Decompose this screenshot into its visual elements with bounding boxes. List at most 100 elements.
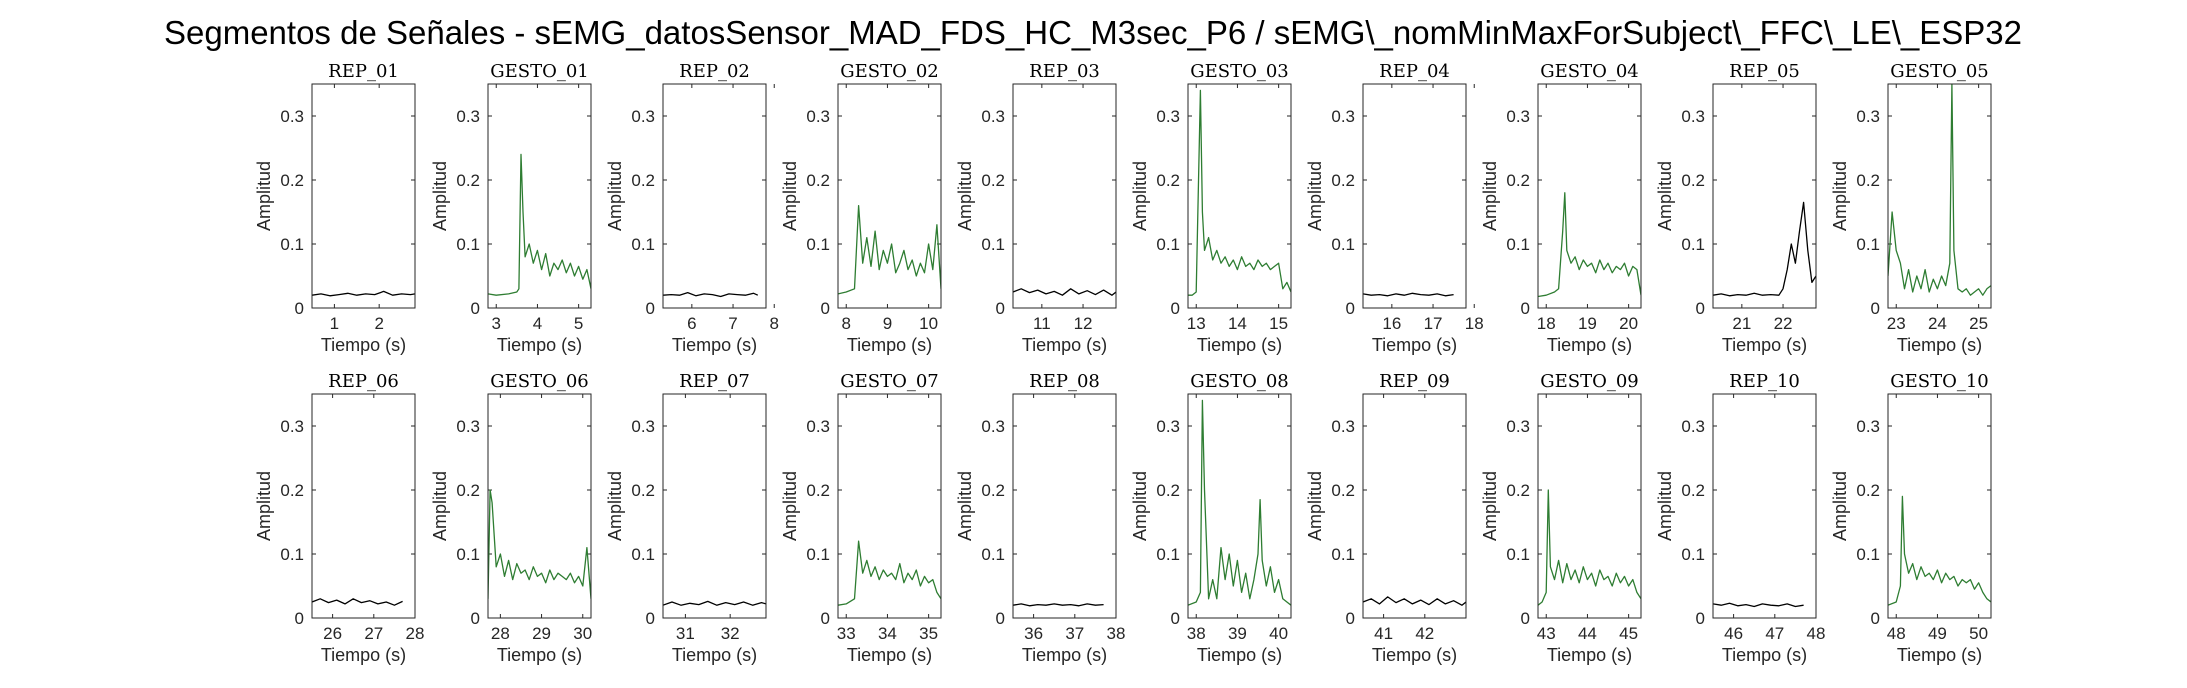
x-tick-label: 5 [574, 314, 583, 333]
y-tick-label: 0.3 [1156, 107, 1180, 126]
axes-box [837, 83, 942, 309]
plot-area [1363, 394, 1466, 618]
y-axis-label: Amplitud [1130, 471, 1150, 541]
x-tick-label: 42 [1415, 624, 1434, 643]
plot-area [1363, 84, 1466, 308]
signal-line [663, 600, 766, 606]
axes-box [1362, 83, 1467, 309]
subplot-gesto-06: 0 0.1 0.2 0.3 28 29 30 GESTO_06 Tiempo (s) Amplit… [430, 371, 592, 665]
subplot-title: GESTO_08 [1190, 371, 1289, 392]
y-tick-label: 0.1 [1506, 235, 1530, 254]
x-tick-label: 17 [1424, 314, 1443, 333]
subplot-rep-02: 0 0.1 0.2 0.3 6 7 8 REP_02 Tiempo (s) Amplitud [605, 61, 779, 355]
y-tick-label: 0.1 [981, 545, 1005, 564]
plot-area [1188, 84, 1291, 308]
y-tick-label: 0.2 [1856, 481, 1880, 500]
axes-box [1012, 393, 1117, 619]
y-tick-label: 0.1 [631, 545, 655, 564]
subplot-gesto-05: 0 0.1 0.2 0.3 23 24 25 GESTO_05 Tiempo (s) Amplit… [1830, 61, 1992, 355]
x-tick-label: 4 [533, 314, 542, 333]
subplot-title: GESTO_04 [1540, 61, 1639, 82]
plot-area [312, 394, 415, 618]
x-tick-label: 22 [1774, 314, 1793, 333]
plot-area [663, 394, 766, 618]
y-tick-label: 0.1 [280, 545, 304, 564]
y-tick-label: 0 [471, 609, 480, 628]
y-tick-label: 0.3 [1331, 107, 1355, 126]
y-tick-label: 0.1 [1856, 545, 1880, 564]
x-axis-label: Tiempo (s) [1897, 645, 1982, 665]
subplot-gesto-08: 0 0.1 0.2 0.3 38 39 40 GESTO_08 Tiempo (s) Amplit… [1130, 371, 1292, 665]
axes-box [1537, 83, 1642, 309]
x-tick-label: 32 [721, 624, 740, 643]
y-axis-label: Amplitud [1655, 161, 1675, 231]
signal-line [838, 204, 941, 295]
y-tick-label: 0.2 [456, 481, 480, 500]
y-tick-label: 0 [295, 299, 304, 318]
plot-area [1013, 394, 1116, 618]
y-axis-label: Amplitud [605, 471, 625, 541]
signal-line [1888, 495, 1991, 606]
y-tick-label: 0.2 [280, 171, 304, 190]
x-tick-label: 11 [1033, 314, 1051, 333]
y-tick-label: 0.1 [280, 235, 304, 254]
axes-box [1362, 393, 1467, 619]
x-tick-label: 21 [1732, 314, 1751, 333]
plot-area [838, 84, 941, 308]
y-axis-label: Amplitud [1830, 161, 1850, 231]
x-tick-label: 44 [1578, 624, 1597, 643]
x-axis-label: Tiempo (s) [1722, 645, 1807, 665]
subplot-gesto-04: 0 0.1 0.2 0.3 18 19 20 GESTO_04 Tiempo (s) Amplit… [1480, 61, 1642, 355]
y-tick-label: 0 [996, 299, 1005, 318]
y-tick-label: 0.1 [1681, 235, 1705, 254]
subplot-title: REP_10 [1729, 371, 1800, 392]
x-tick-label: 39 [1228, 624, 1247, 643]
signal-line [312, 290, 415, 297]
y-tick-label: 0.2 [1506, 481, 1530, 500]
y-tick-label: 0.3 [280, 107, 304, 126]
y-tick-label: 0.3 [1681, 107, 1705, 126]
x-tick-label: 20 [1619, 314, 1638, 333]
y-axis-label: Amplitud [1305, 471, 1325, 541]
plot-area [1013, 84, 1116, 308]
x-axis-label: Tiempo (s) [847, 645, 932, 665]
x-tick-label: 36 [1024, 624, 1043, 643]
x-tick-label: 12 [1074, 314, 1093, 333]
subplot-title: REP_01 [328, 61, 399, 82]
figure-title: Segmentos de Señales - sEMG_datosSensor_… [164, 14, 2022, 51]
y-tick-label: 0 [1696, 299, 1705, 318]
signal-line [1713, 602, 1804, 608]
x-tick-label: 50 [1969, 624, 1988, 643]
y-tick-label: 0.2 [1156, 481, 1180, 500]
y-tick-label: 0.3 [631, 107, 655, 126]
x-tick-label: 41 [1374, 624, 1393, 643]
y-tick-label: 0.1 [806, 235, 830, 254]
subplot-gesto-07: 0 0.1 0.2 0.3 33 34 35 GESTO_07 Tiempo (s) Amplit… [780, 371, 942, 665]
y-axis-label: Amplitud [430, 471, 450, 541]
y-tick-label: 0.3 [1681, 417, 1705, 436]
y-tick-label: 0.1 [456, 235, 480, 254]
subplot-rep-04: 0 0.1 0.2 0.3 16 17 18 REP_04 Tiempo (s) Amplitud [1305, 61, 1484, 355]
y-tick-label: 0.1 [456, 545, 480, 564]
x-axis-label: Tiempo (s) [1372, 645, 1457, 665]
x-axis-label: Tiempo (s) [1022, 645, 1107, 665]
axes-box [662, 83, 767, 309]
axes-box [487, 83, 592, 309]
y-tick-label: 0.2 [456, 171, 480, 190]
y-tick-label: 0.1 [1331, 545, 1355, 564]
x-axis-label: Tiempo (s) [1197, 645, 1282, 665]
subplot-rep-09: 0 0.1 0.2 0.3 41 42 REP_09 Tiempo (s) Amplitud [1305, 371, 1467, 665]
x-tick-label: 6 [687, 314, 696, 333]
y-tick-label: 0.2 [981, 171, 1005, 190]
subplot-title: REP_04 [1379, 61, 1450, 82]
y-axis-label: Amplitud [1480, 471, 1500, 541]
signal-line [1188, 89, 1291, 296]
y-tick-label: 0.3 [806, 417, 830, 436]
subplot-rep-01: 0 0.1 0.2 0.3 1 2 REP_01 Tiempo (s) Amplitud [254, 61, 416, 355]
y-tick-label: 0.3 [456, 417, 480, 436]
y-tick-label: 0 [1346, 299, 1355, 318]
subplot-rep-06: 0 0.1 0.2 0.3 26 27 28 REP_06 Tiempo (s) Amplitud [254, 371, 424, 665]
y-axis-label: Amplitud [430, 161, 450, 231]
y-tick-label: 0.1 [631, 235, 655, 254]
